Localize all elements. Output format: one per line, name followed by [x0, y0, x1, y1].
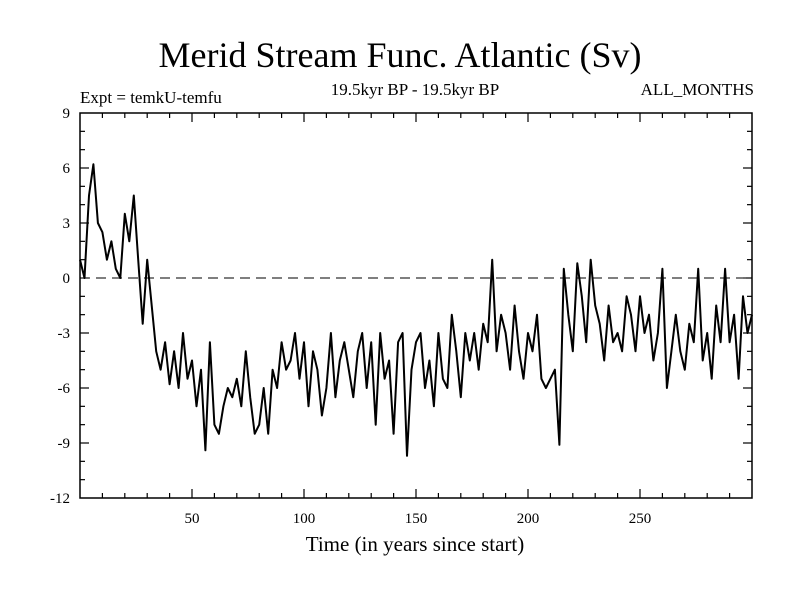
y-tick-label: -12: [50, 491, 70, 507]
experiment-label: Expt = temkU-temfu: [80, 88, 222, 107]
x-axis-label: Time (in years since start): [305, 532, 525, 556]
x-tick-label: 150: [405, 511, 428, 527]
y-tick-label: 9: [63, 106, 71, 122]
x-tick-label: 250: [629, 511, 652, 527]
y-tick-label: -3: [58, 326, 71, 342]
period-label: ALL_MONTHS: [640, 80, 754, 99]
y-tick-label: 0: [63, 271, 71, 287]
y-tick-label: -9: [58, 436, 71, 452]
y-tick-label: 6: [63, 161, 71, 177]
plot-frame: [79, 112, 753, 499]
tick-labels: 50 100 150 200 250 -12 -9 -6 -3 0 3 6 9: [50, 106, 651, 527]
y-tick-label: 3: [63, 216, 71, 232]
x-tick-label: 100: [293, 511, 316, 527]
series-line-amoc: [79, 163, 753, 457]
chart-subtitle: 19.5kyr BP - 19.5kyr BP: [330, 80, 500, 99]
tick-marks: [80, 113, 752, 498]
x-tick-label: 200: [517, 511, 540, 527]
x-tick-label: 50: [185, 511, 200, 527]
y-tick-label: -6: [58, 381, 71, 397]
chart-title: Merid Stream Func. Atlantic (Sv): [158, 35, 642, 75]
